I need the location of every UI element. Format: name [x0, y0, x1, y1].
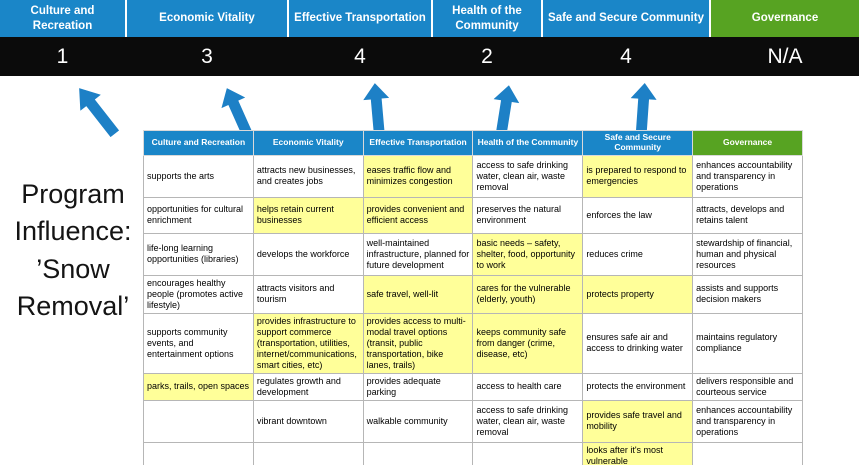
matrix-cell: enforces the law	[582, 196, 694, 234]
matrix-row-5: supports community events, and entertain…	[143, 312, 803, 374]
banner-header-governance: Governance	[711, 0, 859, 37]
matrix-cell: ensures safe air and access to drinking …	[582, 312, 694, 374]
matrix-cell: delivers responsible and courteous servi…	[692, 372, 803, 401]
matrix-cell: attracts new businesses, and creates job…	[252, 154, 364, 198]
score-governance: N/A	[767, 44, 803, 68]
matrix-row-1: supports the arts attracts new businesses…	[143, 154, 803, 198]
matrix-cell-highlighted: provides safe travel and mobility	[582, 399, 694, 443]
score-culture-and-recreation: 1	[56, 44, 69, 68]
matrix-table: Culture and Recreation Economic Vitality E…	[143, 130, 803, 465]
matrix-row-7: vibrant downtown walkable community access…	[143, 399, 803, 443]
matrix-cell: stewardship of financial, human and phys…	[692, 232, 803, 276]
up-arrow-icon	[79, 88, 120, 138]
matrix-cell: protects the environment	[582, 372, 694, 401]
banner-header-effective-transportation: Effective Transportation	[289, 0, 431, 37]
up-arrow-icon	[493, 85, 520, 136]
matrix-cell: access to health care	[472, 372, 584, 401]
matrix-row-8: looks after it's most vulnerable	[143, 441, 803, 465]
program-title: Program Influence: ’Snow Removal’	[14, 179, 132, 321]
matrix-cell-highlighted: keeps community safe from danger (crime,…	[472, 312, 584, 374]
matrix-cell-highlighted: helps retain current businesses	[252, 196, 364, 234]
score-safe-and-secure-community: 4	[620, 44, 632, 68]
matrix-cell	[692, 441, 803, 465]
matrix-cell-highlighted: safe travel, well-lit	[362, 274, 474, 314]
matrix-cell-highlighted: provides access to multi-modal travel op…	[362, 312, 474, 374]
matrix-cell	[143, 441, 254, 465]
banner-header-economic-vitality: Economic Vitality	[127, 0, 287, 37]
banner-header-safe-and-secure-community: Safe and Secure Community	[543, 0, 709, 37]
banner-row: Culture and Recreation Economic Vitality E…	[0, 0, 859, 37]
matrix-cell: regulates growth and development	[252, 372, 364, 401]
matrix-cell-highlighted: is prepared to respond to emergencies	[582, 154, 694, 198]
matrix-header-health-of-the-community: Health of the Community	[472, 130, 584, 156]
up-arrow-icon	[221, 88, 253, 137]
matrix-cell: walkable community	[362, 399, 474, 443]
matrix-cell-highlighted: looks after it's most vulnerable	[582, 441, 694, 465]
up-arrow-icon	[630, 83, 657, 134]
matrix-cell: access to safe drinking water, clean air…	[472, 154, 584, 198]
matrix-cell: attracts visitors and tourism	[252, 274, 364, 314]
matrix-row-3: life-long learning opportunities (librar…	[143, 232, 803, 276]
matrix-cell: preserves the natural environment	[472, 196, 584, 234]
matrix-cell: attracts, develops and retains talent	[692, 196, 803, 234]
matrix-cell-highlighted: parks, trails, open spaces	[143, 372, 254, 401]
matrix-cell-highlighted: provides infrastructure to support comme…	[252, 312, 364, 374]
matrix-cell: reduces crime	[582, 232, 694, 276]
matrix-cell: well-maintained infrastructure, planned …	[362, 232, 474, 276]
matrix-cell: provides adequate parking	[362, 372, 474, 401]
matrix-cell: maintains regulatory compliance	[692, 312, 803, 374]
matrix-row-2: opportunities for cultural enrichment hel…	[143, 196, 803, 234]
matrix-cell	[362, 441, 474, 465]
matrix-cell: develops the workforce	[252, 232, 364, 276]
matrix-cell-highlighted: basic needs – safety, shelter, food, opp…	[472, 232, 584, 276]
matrix-cell: vibrant downtown	[252, 399, 364, 443]
score-health-of-the-community: 2	[481, 44, 493, 68]
matrix-cell-highlighted: protects property	[582, 274, 694, 314]
score-row: 1 3 4 2 4 N/A	[0, 37, 859, 76]
matrix-cell: assists and supports decision makers	[692, 274, 803, 314]
matrix-header-governance: Governance	[692, 130, 803, 156]
matrix-cell	[472, 441, 584, 465]
matrix-header-row: Culture and Recreation Economic Vitality E…	[143, 130, 803, 156]
matrix-cell: access to safe drinking water, clean air…	[472, 399, 584, 443]
matrix-cell: enhances accountability and transparency…	[692, 399, 803, 443]
matrix-header-economic-vitality: Economic Vitality	[252, 130, 364, 156]
matrix-header-effective-transportation: Effective Transportation	[362, 130, 474, 156]
matrix-cell-highlighted: eases traffic flow and minimizes congest…	[362, 154, 474, 198]
matrix-cell: enhances accountability and transparency…	[692, 154, 803, 198]
score-effective-transportation: 4	[354, 44, 366, 68]
matrix-cell-highlighted: provides convenient and efficient access	[362, 196, 474, 234]
matrix-body: supports the arts attracts new businesses…	[143, 154, 803, 465]
score-economic-vitality: 3	[201, 44, 213, 68]
matrix-cell	[143, 399, 254, 443]
matrix-header-culture-and-recreation: Culture and Recreation	[143, 130, 254, 156]
matrix-cell: opportunities for cultural enrichment	[143, 196, 254, 234]
matrix-cell: supports community events, and entertain…	[143, 312, 254, 374]
matrix-cell: encourages healthy people (promotes acti…	[143, 274, 254, 314]
matrix-row-4: encourages healthy people (promotes acti…	[143, 274, 803, 314]
up-arrow-icon	[363, 83, 390, 134]
matrix-cell	[252, 441, 364, 465]
matrix-cell: life-long learning opportunities (librar…	[143, 232, 254, 276]
matrix-cell: supports the arts	[143, 154, 254, 198]
banner-header-culture-and-recreation: Culture and Recreation	[0, 0, 125, 37]
matrix-cell-highlighted: cares for the vulnerable (elderly, youth…	[472, 274, 584, 314]
banner-header-health-of-the-community: Health of the Community	[433, 0, 541, 37]
matrix-header-safe-and-secure-community: Safe and Secure Community	[582, 130, 694, 156]
matrix-row-6: parks, trails, open spaces regulates grow…	[143, 372, 803, 401]
